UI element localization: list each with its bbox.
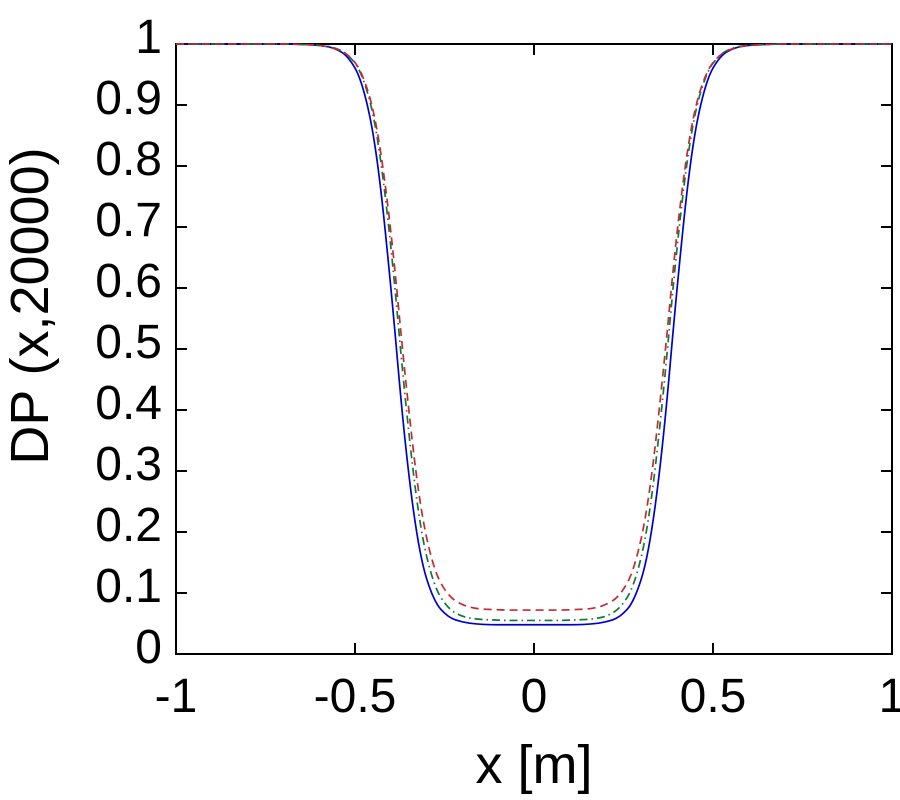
y-tick-label: 0.6	[95, 255, 162, 308]
y-axis-label: DP (x,20000)	[0, 147, 60, 464]
y-tick-label: 0.2	[95, 499, 162, 552]
axis-ticks	[175, 43, 893, 655]
tick-labels: -1 -0.5 0 0.5 1 0 0.1 0.2 0.3 0.4 0.5 0.6 0.7 0.8 0.9 1	[95, 11, 900, 723]
y-tick-label: 0.7	[95, 194, 162, 247]
x-tick-label: -1	[155, 670, 198, 723]
x-tick-label: -0.5	[314, 670, 397, 723]
y-tick-label: 1	[135, 11, 162, 64]
plot-box	[175, 43, 893, 655]
x-tick-label: 1	[879, 670, 900, 723]
y-tick-label: 0.9	[95, 72, 162, 125]
green-dashdot-curve	[175, 43, 892, 622]
y-tick-label: 0.8	[95, 133, 162, 186]
x-axis-label: x [m]	[476, 735, 593, 795]
curves	[175, 43, 892, 626]
y-tick-label: 0.4	[95, 377, 162, 430]
y-tick-label: 0.1	[95, 560, 162, 613]
x-tick-label: 0	[521, 670, 548, 723]
blue-solid-curve	[175, 43, 892, 626]
x-tick-label: 0.5	[680, 670, 747, 723]
y-tick-label: 0.5	[95, 316, 162, 369]
y-tick-label: 0	[135, 621, 162, 674]
y-tick-label: 0.3	[95, 438, 162, 491]
red-dashed-curve	[175, 43, 892, 611]
